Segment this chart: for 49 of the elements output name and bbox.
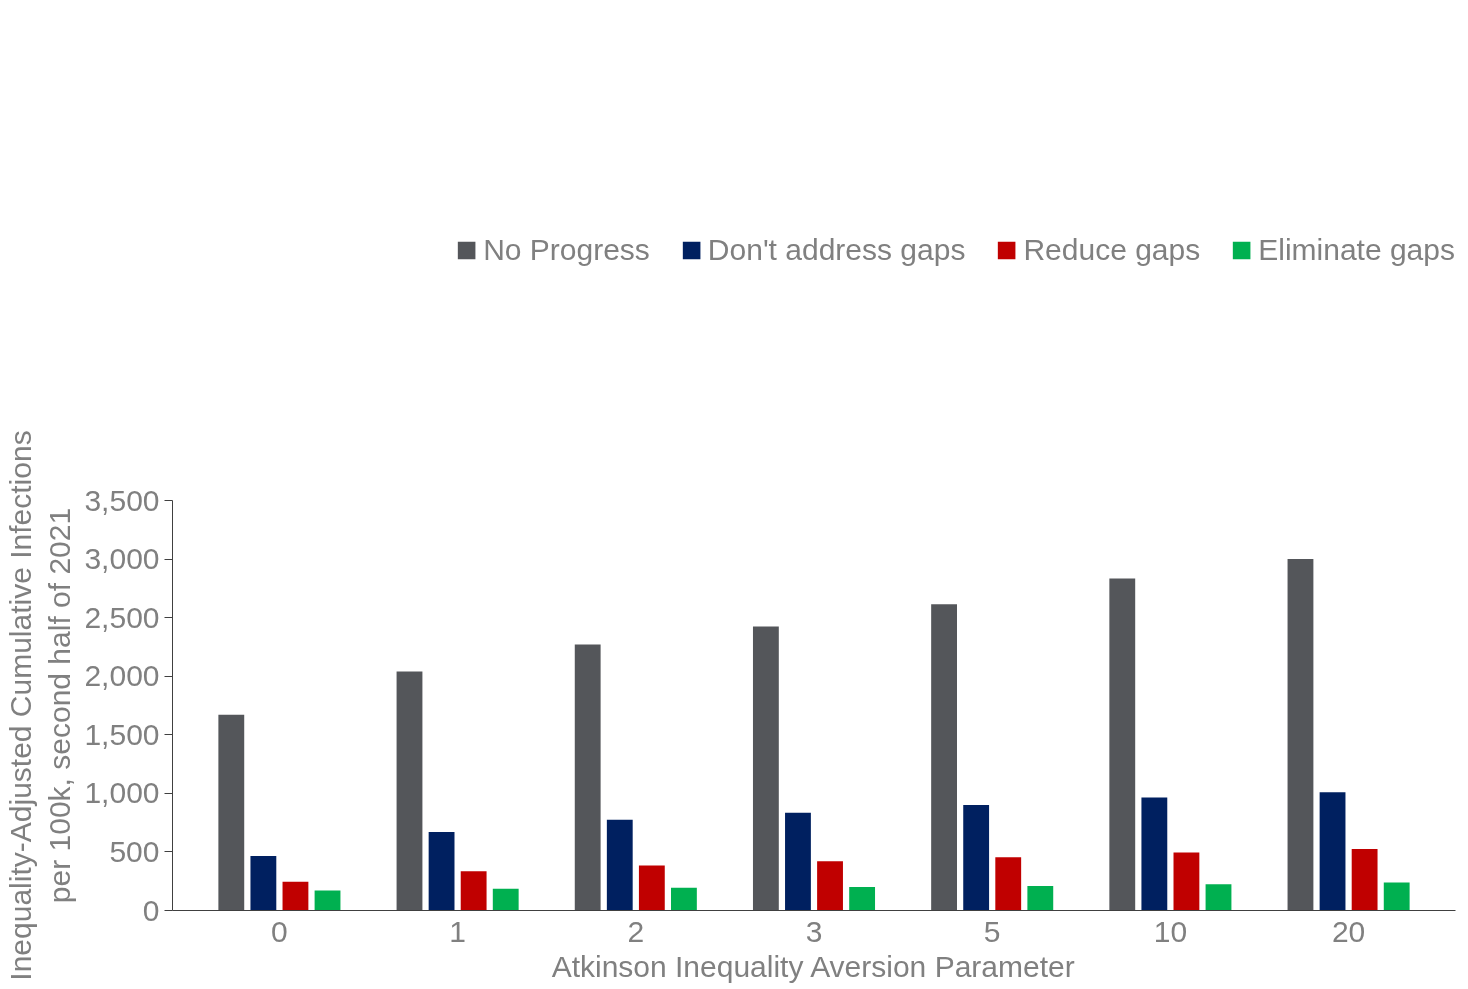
bar <box>218 714 245 911</box>
bar <box>574 644 601 911</box>
x-tick-label: 5 <box>983 914 1001 948</box>
bar <box>963 805 990 911</box>
y-tick-label: 1,500 <box>84 717 160 751</box>
bar <box>282 881 309 911</box>
bar <box>1351 849 1378 911</box>
bar <box>1319 792 1346 911</box>
bar <box>931 604 957 911</box>
y-axis-title: Inequality-Adjusted Cumulative Infections per 100k, second half of 2021 <box>3 430 77 981</box>
y-tick-label: 2,500 <box>84 600 160 634</box>
bar <box>849 887 876 911</box>
bar <box>396 671 423 911</box>
y-tick-label: 3,500 <box>84 483 160 517</box>
bar <box>428 832 455 911</box>
bar <box>1141 797 1168 911</box>
bar <box>817 861 843 911</box>
bar <box>492 888 519 911</box>
y-tick-label: 3,000 <box>84 542 160 576</box>
legend-label: Don't address gaps <box>707 233 966 267</box>
x-axis-title: Atkinson Inequality Aversion Parameter <box>551 949 1075 983</box>
y-tick-label: 500 <box>109 834 160 868</box>
bar <box>785 812 811 911</box>
x-tick-label: 10 <box>1153 914 1188 948</box>
bar <box>1173 852 1200 911</box>
bar <box>752 626 779 911</box>
y-tick-label: 2,000 <box>84 659 160 693</box>
bar <box>671 887 697 911</box>
bar <box>995 857 1022 911</box>
bar <box>1027 885 1054 911</box>
x-tick-label: 0 <box>271 914 288 948</box>
legend-label: No Progress <box>483 233 650 267</box>
y-tick-label: 0 <box>142 893 160 927</box>
bar <box>606 819 633 911</box>
bar <box>314 890 341 911</box>
x-tick-label: 3 <box>805 914 823 948</box>
x-tick-label: 20 <box>1331 914 1366 948</box>
bar <box>1287 559 1314 911</box>
legend-label: Reduce gaps <box>1023 233 1201 267</box>
bar <box>1109 578 1136 911</box>
x-tick-label: 1 <box>449 914 466 948</box>
x-tick-label: 2 <box>627 914 645 948</box>
bar <box>460 871 487 911</box>
y-tick-label: 1,000 <box>84 776 160 810</box>
legend-label: Eliminate gaps <box>1258 233 1455 267</box>
bar <box>250 856 277 911</box>
bar <box>1383 882 1410 911</box>
bar <box>638 865 665 911</box>
bar <box>1205 884 1232 911</box>
